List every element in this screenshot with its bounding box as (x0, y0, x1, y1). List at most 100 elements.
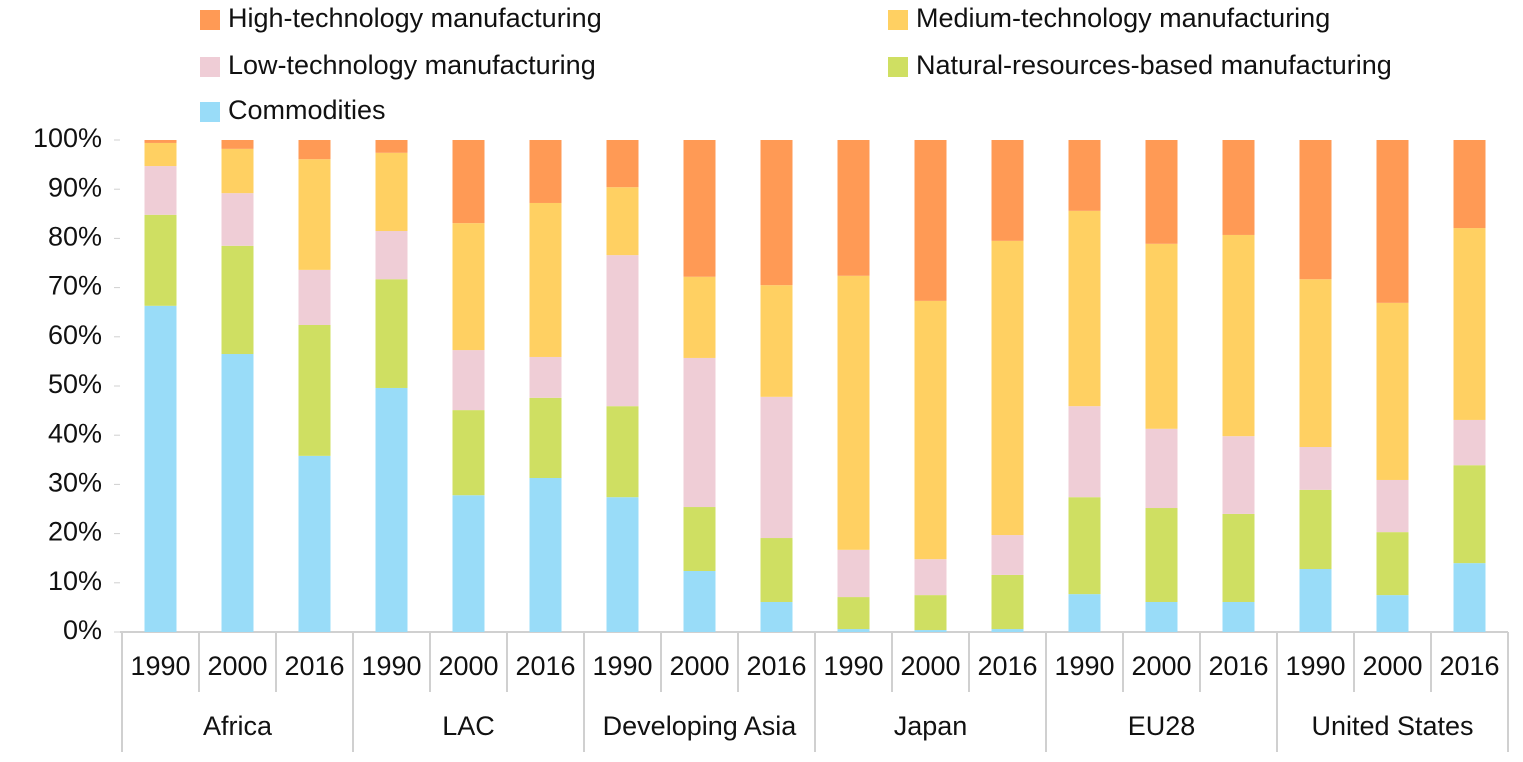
bar-segment (683, 140, 716, 277)
y-tick-label: 10% (48, 566, 102, 596)
bar-segment (298, 455, 331, 632)
x-tick-label: 2016 (284, 651, 344, 681)
bar-segment (914, 559, 947, 596)
bar-segment (1222, 234, 1255, 437)
y-tick-label: 60% (48, 320, 102, 350)
bar-segment (837, 629, 870, 632)
bar-segment (1299, 489, 1332, 570)
bar-segment (837, 549, 870, 598)
bar-segment (914, 300, 947, 560)
legend-swatch (200, 57, 220, 77)
bar-segment (452, 140, 485, 224)
legend-label: Natural-resources-based manufacturing (916, 50, 1392, 80)
x-tick-label: 2000 (1362, 651, 1422, 681)
bar-segment (375, 231, 408, 280)
x-tick-label: 2016 (1208, 651, 1268, 681)
bar-segment (1453, 140, 1486, 229)
bar-segment (1376, 140, 1409, 303)
x-tick-label: 2016 (977, 651, 1037, 681)
x-tick-label: 2016 (746, 651, 806, 681)
bar-segment (837, 140, 870, 276)
bar-segment (529, 140, 562, 203)
bar-segment (529, 478, 562, 632)
legend-swatch (200, 102, 220, 122)
group-label: United States (1311, 711, 1473, 741)
bar-segment (221, 140, 254, 149)
bar-segment (1299, 447, 1332, 490)
bar-segment (144, 140, 177, 143)
group-label: Japan (894, 711, 968, 741)
bar-segment (760, 396, 793, 539)
group-label: Africa (203, 711, 273, 741)
bar-segment (991, 140, 1024, 241)
bar-segment (452, 410, 485, 496)
bar-segment (221, 354, 254, 632)
bar-segment (683, 276, 716, 358)
legend-swatch (888, 57, 908, 77)
bar-segment (452, 350, 485, 411)
bar-segment (144, 142, 177, 167)
x-tick-label: 1990 (1285, 651, 1345, 681)
x-tick-label: 1990 (1054, 651, 1114, 681)
bar-segment (452, 495, 485, 632)
bar-segment (1068, 406, 1101, 498)
x-tick-label: 2000 (1131, 651, 1191, 681)
y-tick-label: 70% (48, 271, 102, 301)
bar-segment (606, 140, 639, 188)
bar-segment (221, 148, 254, 194)
group-label: EU28 (1128, 711, 1196, 741)
bar-segment (760, 601, 793, 632)
bar-segment (606, 187, 639, 256)
bar-segment (760, 285, 793, 397)
bar-segment (760, 140, 793, 286)
bar-segment (1376, 302, 1409, 480)
bar-segment (837, 275, 870, 550)
bar-segment (683, 570, 716, 632)
bar-segment (144, 305, 177, 632)
bar-segment (221, 245, 254, 355)
group-label: LAC (442, 711, 495, 741)
legend-label: High-technology manufacturing (228, 3, 602, 33)
bar-segment (991, 629, 1024, 632)
x-tick-label: 2000 (438, 651, 498, 681)
bar-segment (1299, 569, 1332, 632)
bar-segment (914, 630, 947, 632)
y-tick-label: 40% (48, 418, 102, 448)
x-tick-label: 2016 (515, 651, 575, 681)
bar-segment (375, 152, 408, 232)
bar-segment (375, 387, 408, 632)
bar-segment (375, 279, 408, 388)
legend-swatch (200, 10, 220, 30)
bar-segment (1299, 140, 1332, 280)
y-tick-label: 100% (33, 123, 102, 153)
y-tick-label: 0% (63, 615, 102, 645)
bar-segment (1453, 465, 1486, 564)
legend-label: Commodities (228, 95, 386, 125)
bar-segment (375, 140, 408, 153)
group-label: Developing Asia (603, 711, 798, 741)
bar-segment (606, 255, 639, 407)
bar-segment (221, 193, 254, 246)
bar-segment (1068, 497, 1101, 595)
bar-segment (529, 202, 562, 357)
bar-segment (529, 397, 562, 479)
x-tick-label: 2000 (900, 651, 960, 681)
y-tick-label: 80% (48, 222, 102, 252)
bar-segment (683, 357, 716, 508)
bar-segment (529, 356, 562, 398)
bar-segment (991, 574, 1024, 630)
bar-segment (1376, 532, 1409, 596)
legend-swatch (888, 10, 908, 30)
bar-segment (298, 269, 331, 325)
bar-segment (1145, 601, 1178, 632)
bar-segment (1068, 210, 1101, 407)
bar-segment (298, 140, 331, 160)
bar-segment (1376, 479, 1409, 533)
legend-label: Low-technology manufacturing (228, 50, 596, 80)
x-tick-label: 1990 (130, 651, 190, 681)
bar-segment (144, 214, 177, 306)
bar-segment (144, 166, 177, 215)
bar-segment (991, 240, 1024, 536)
legend-label: Medium-technology manufacturing (916, 3, 1330, 33)
